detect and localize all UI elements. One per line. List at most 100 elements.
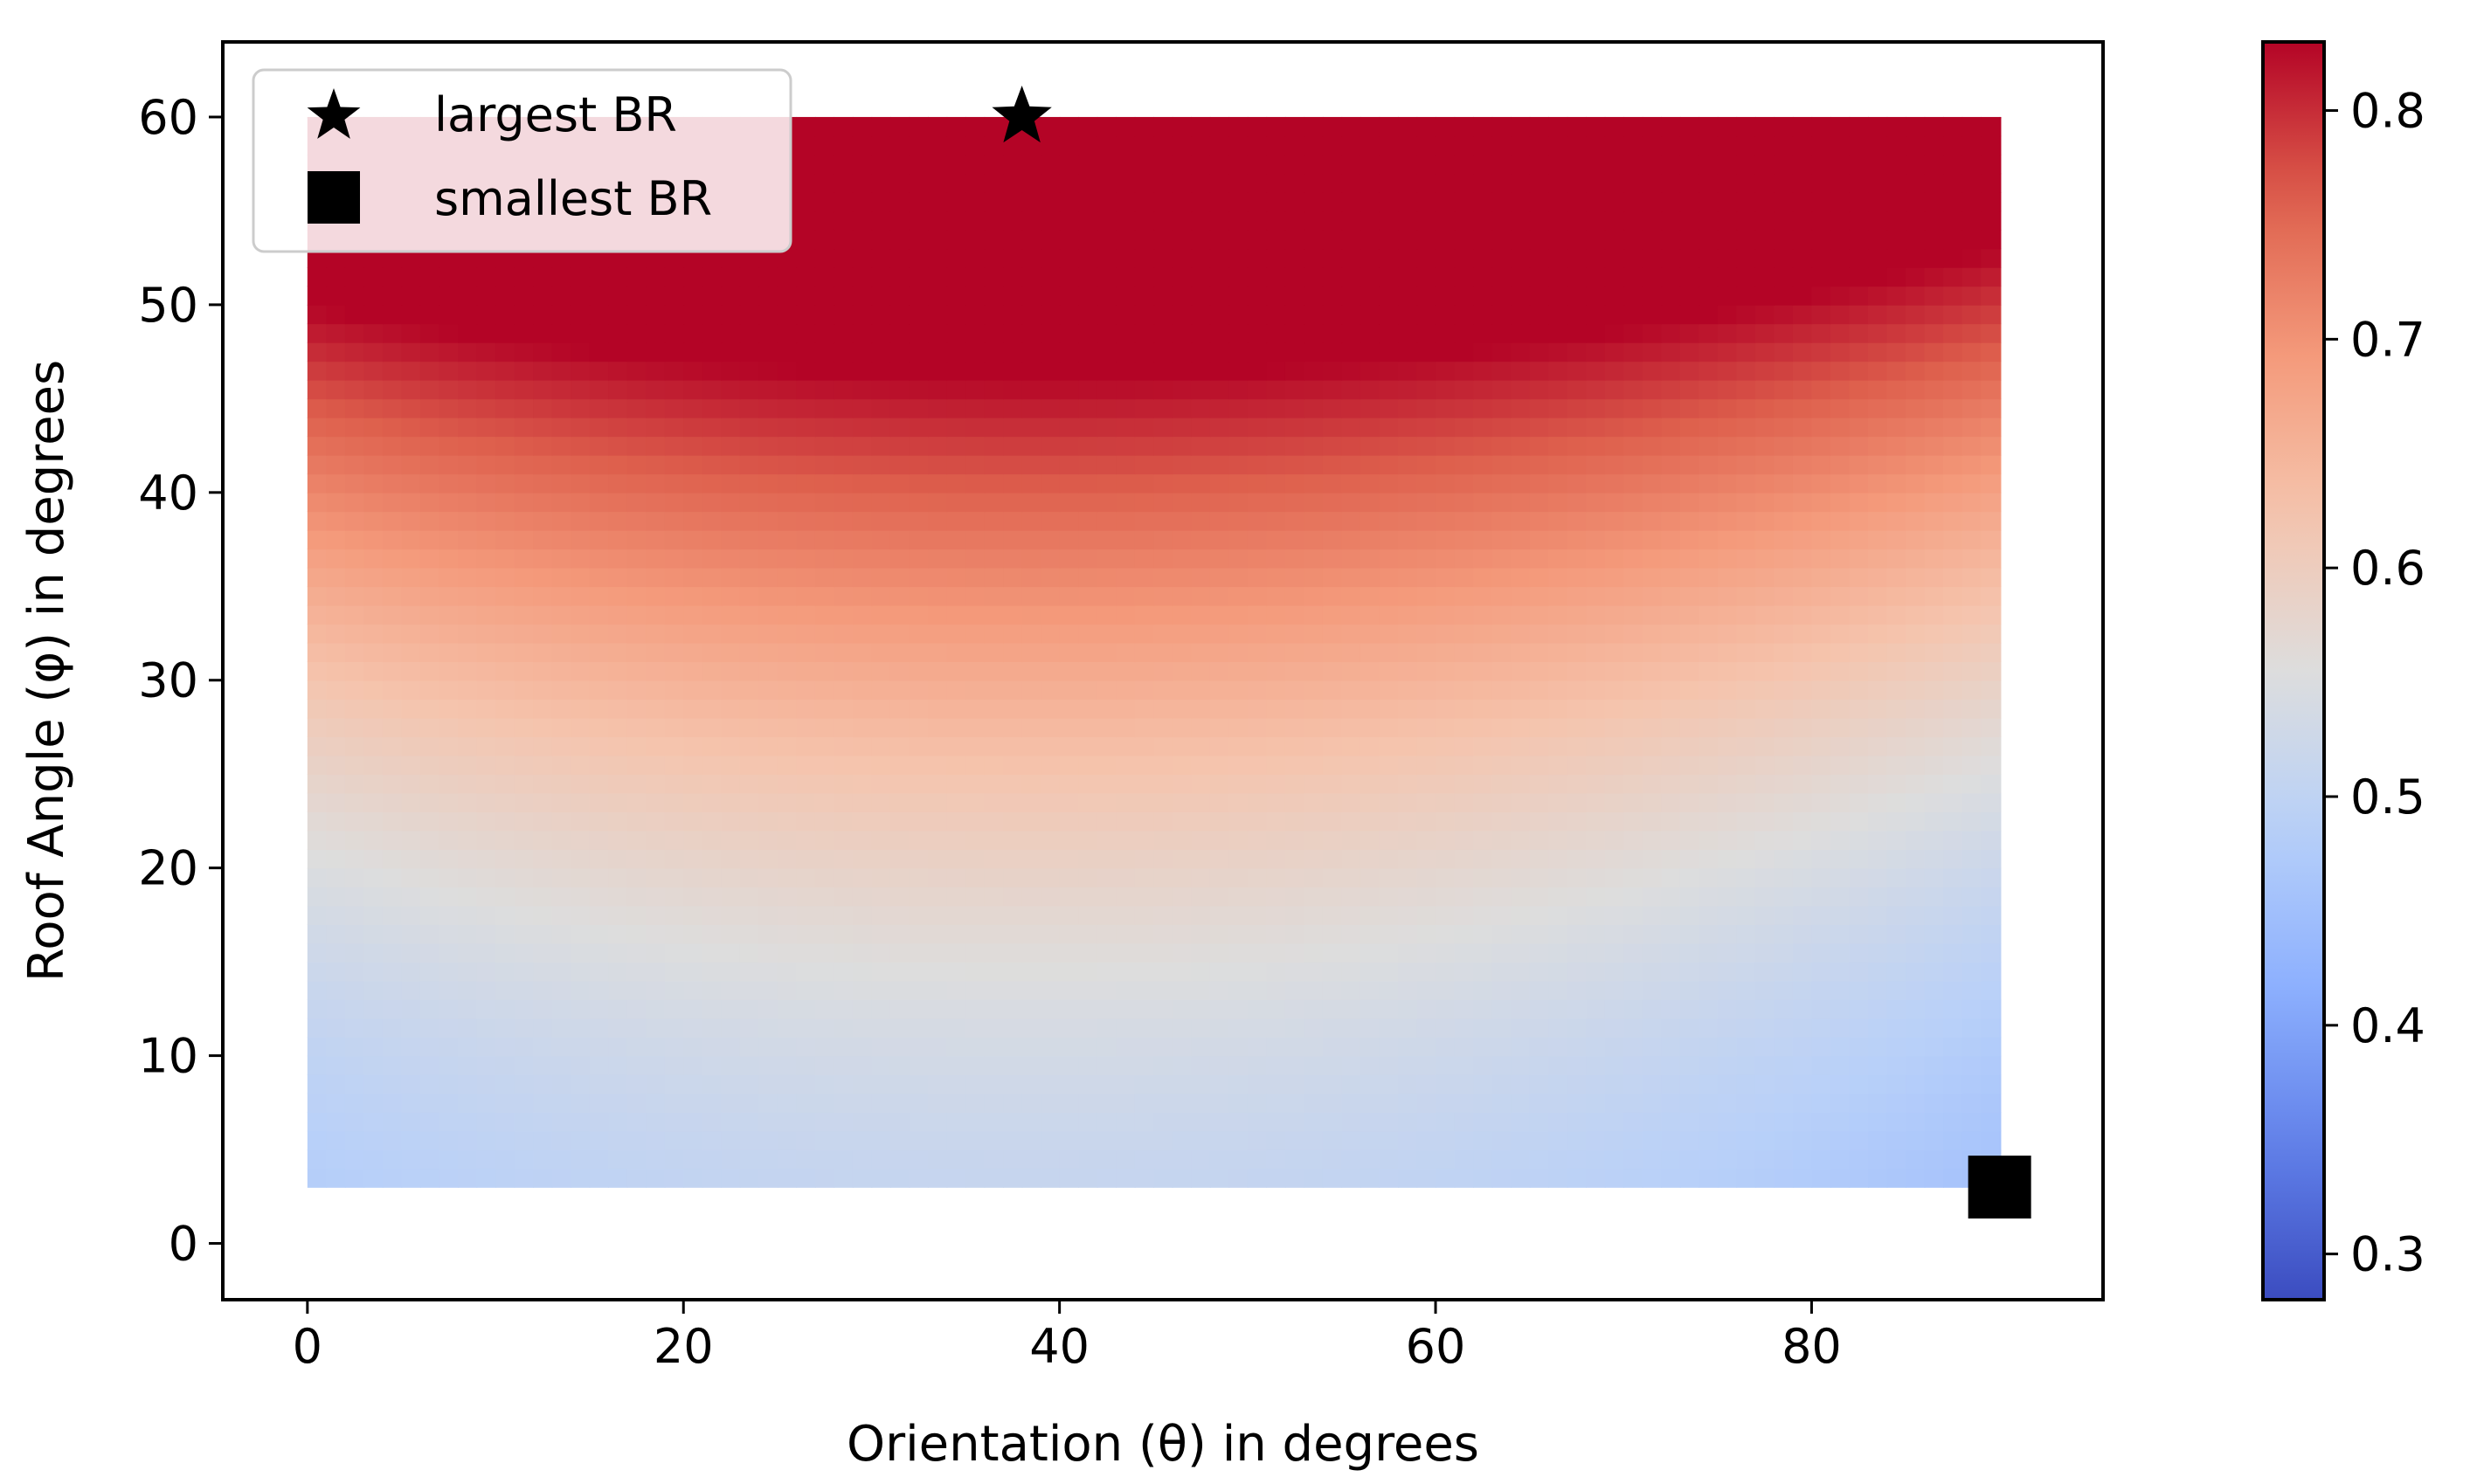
heatmap-cell [909,549,929,569]
heatmap-cell [984,229,1004,250]
heatmap-cell [683,417,703,438]
heatmap-cell [1924,567,1944,588]
heatmap-cell [1792,1149,1813,1170]
heatmap-cell [1886,604,1906,625]
heatmap-cell [1473,755,1493,776]
heatmap-cell [928,173,948,193]
heatmap-cell [758,379,778,400]
heatmap-cell [965,1130,986,1150]
heatmap-cell [928,323,948,343]
heatmap-cell [1511,511,1531,531]
heatmap-cell [1134,811,1155,832]
heatmap-cell [1341,999,1361,1019]
heatmap-cell [1473,154,1493,175]
heatmap-cell [796,361,816,381]
heatmap-cell [382,867,403,887]
heatmap-cell [889,924,910,944]
heatmap-cell [1247,604,1268,625]
heatmap-cell [739,436,760,456]
heatmap-cell [1436,361,1456,381]
heatmap-cell [1981,1130,2001,1150]
heatmap-cell [1116,398,1136,418]
heatmap-cell [495,661,515,681]
heatmap-cell [1172,266,1193,287]
heatmap-cell [1661,680,1681,701]
heatmap-cell [1454,755,1474,776]
heatmap-cell [1436,962,1456,982]
heatmap-cell [777,699,798,719]
heatmap-cell [1266,473,1286,494]
heatmap-cell [1191,342,1211,362]
heatmap-cell [1754,849,1775,869]
heatmap-cell [1059,454,1079,475]
heatmap-cell [1774,248,1794,268]
heatmap-cell [307,717,328,738]
heatmap-cell [909,454,929,475]
heatmap-cell [777,304,798,325]
heatmap-cell [458,323,478,343]
heatmap-cell [1041,436,1061,456]
heatmap-cell [909,999,929,1019]
heatmap-cell [1304,604,1324,625]
heatmap-cell [1999,1130,2002,1150]
heatmap-cell [1623,417,1643,438]
heatmap-cell [834,549,854,569]
heatmap-cell [1999,1093,2002,1113]
heatmap-cell [1774,417,1794,438]
heatmap-cell [1341,1037,1361,1057]
heatmap-cell [777,1093,798,1113]
heatmap-cell [1586,736,1606,756]
heatmap-cell [1999,699,2002,719]
heatmap-cell [1774,529,1794,550]
heatmap-cell [1792,211,1813,231]
heatmap-cell [758,342,778,362]
heatmap-cell [1436,774,1456,794]
heatmap-cell [1209,304,1230,325]
heatmap-cell [1097,1018,1117,1038]
heatmap-cell [965,323,986,343]
heatmap-cell [1416,1093,1436,1113]
heatmap-cell [1906,962,1926,982]
heatmap-cell [626,1130,647,1150]
heatmap-cell [1754,924,1775,944]
heatmap-cell [1398,248,1418,268]
heatmap-cell [1548,717,1568,738]
heatmap-cell [476,962,496,982]
heatmap-cell [758,1168,778,1188]
heatmap-cell [1059,191,1079,212]
heatmap-cell [1811,1037,1831,1057]
heatmap-cell [1360,229,1380,250]
heatmap-cell [739,266,760,287]
heatmap-cell [1623,1074,1643,1094]
heatmap-cell [589,323,609,343]
heatmap-cell [739,1074,760,1094]
heatmap-cell [571,811,591,832]
heatmap-cell [984,887,1004,907]
heatmap-cell [1679,398,1700,418]
heatmap-cell [928,492,948,513]
heatmap-cell [739,624,760,644]
heatmap-cell [814,286,835,306]
heatmap-cell [1491,1093,1512,1113]
heatmap-cell [1943,567,1963,588]
heatmap-cell [344,1055,365,1075]
heatmap-cell [1774,266,1794,287]
heatmap-cell [1868,173,1888,193]
heatmap-cell [777,905,798,925]
heatmap-cell [777,1055,798,1075]
heatmap-cell [1567,1037,1587,1057]
heatmap-cell [1699,549,1719,569]
heatmap-cell [1322,567,1343,588]
heatmap-cell [1436,849,1456,869]
heatmap-cell [1868,436,1888,456]
heatmap-cell [1830,980,1851,1000]
heatmap-cell [571,248,591,268]
heatmap-cell [646,887,666,907]
heatmap-cell [1097,229,1117,250]
heatmap-cell [946,454,966,475]
heatmap-cell [1416,211,1436,231]
heatmap-cell [1717,962,1738,982]
heatmap-cell [1322,1055,1343,1075]
heatmap-cell [909,229,929,250]
heatmap-cell [401,248,421,268]
